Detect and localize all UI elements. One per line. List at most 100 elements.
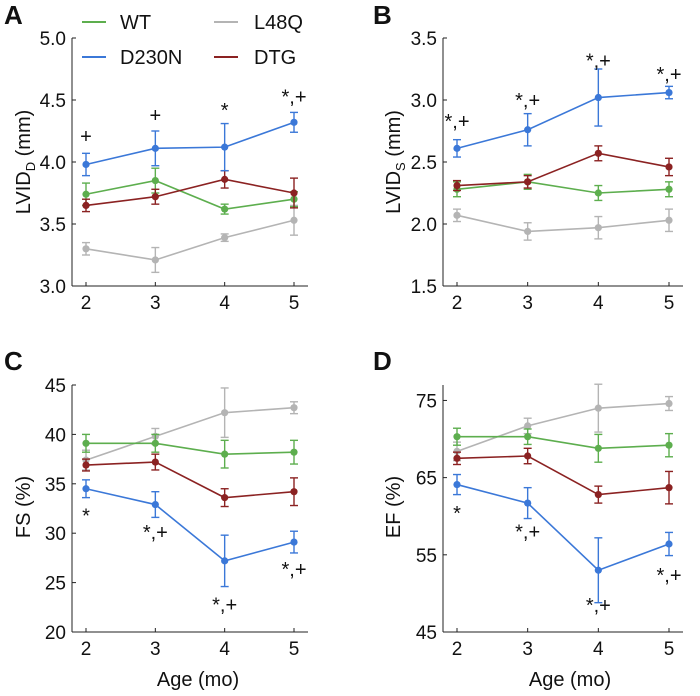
data-point-dtg (82, 461, 90, 469)
panel-b-ytick-label: 3.5 (411, 29, 437, 50)
significance-marker: * (221, 100, 229, 122)
panel-b-ytick-label: 2.5 (411, 153, 437, 174)
data-point-l48q (151, 256, 159, 264)
panel-b-xtick-label: 2 (452, 293, 463, 314)
data-point-wt (594, 189, 602, 197)
data-point-d230n (594, 566, 602, 574)
series-line-dtg (85, 178, 295, 207)
panel-d-xtick-label: 5 (664, 639, 675, 660)
data-point-l48q (221, 409, 229, 417)
significance-marker: *,+ (143, 522, 168, 544)
data-point-l48q (594, 224, 602, 232)
data-point-wt (524, 433, 532, 441)
data-point-d230n (453, 480, 461, 489)
data-point-wt (665, 185, 673, 193)
panel-c-ytick-label: 20 (45, 623, 66, 644)
panel-c-ylabel: FS (%) (13, 476, 35, 538)
data-point-dtg (151, 458, 159, 466)
data-point-dtg (665, 484, 673, 492)
data-point-dtg (594, 491, 602, 499)
data-point-wt (290, 448, 298, 456)
data-point-l48q (665, 216, 673, 224)
significance-marker: + (80, 126, 92, 148)
legend-item-d230n: D230N (82, 47, 182, 69)
data-point-wt (82, 190, 90, 198)
panel-letter-d: D (373, 346, 392, 376)
data-point-wt (665, 441, 673, 449)
data-point-dtg (665, 163, 673, 171)
panel-a-ytick-label: 4.5 (40, 91, 66, 112)
legend-label-d230n: D230N (120, 47, 182, 69)
panel-d-ylabel: EF (%) (383, 476, 405, 538)
data-point-wt (151, 177, 159, 185)
panel-d-ytick-label: 75 (416, 391, 437, 412)
series-line-wt (456, 181, 670, 194)
series-line-wt (86, 442, 295, 455)
legend: WT D230N L48Q DTG (82, 12, 303, 69)
panel-d-xtick-label: 2 (452, 639, 463, 660)
data-point-l48q (524, 227, 532, 236)
panel-a-xtick-label: 2 (81, 293, 92, 314)
data-point-wt (82, 439, 90, 447)
significance-marker: *,+ (212, 594, 237, 616)
significance-marker: *,+ (444, 111, 469, 133)
legend-label-l48q: L48Q (254, 12, 303, 34)
panel-b-ylabel: LVIDS (mm) (383, 110, 408, 214)
significance-marker: *,+ (281, 86, 306, 108)
series-line-l48q (456, 402, 670, 453)
panel-c-ytick-label: 35 (45, 475, 66, 496)
data-point-dtg (453, 181, 461, 190)
series-line-d230n (85, 487, 295, 562)
panel-a-xtick-label: 4 (219, 293, 230, 314)
data-point-dtg (290, 488, 298, 496)
panel-a-ytick-label: 5.0 (40, 29, 66, 50)
series-line-wt (457, 435, 670, 450)
data-point-dtg (82, 201, 90, 209)
legend-label-wt: WT (120, 12, 151, 34)
significance-marker: *,+ (586, 50, 611, 72)
data-point-l48q (290, 216, 298, 224)
panel-b-xtick-label: 3 (522, 293, 533, 314)
series-line-dtg (456, 455, 670, 496)
panel-b: B 1.5 2.0 2.5 3.0 3.5 2 3 4 5 *,+ *,+ *,+ *,+ LVIDS … (373, 0, 683, 314)
panel-d-xtick-label: 4 (593, 639, 604, 660)
data-point-dtg (524, 452, 532, 460)
series-line-wt (85, 179, 295, 210)
significance-marker: * (453, 503, 461, 525)
panel-d-ytick-label: 45 (416, 623, 437, 644)
panel-b-ytick-label: 2.0 (411, 215, 437, 236)
significance-marker: *,+ (515, 522, 540, 544)
legend-item-dtg: DTG (214, 47, 296, 69)
panel-c-xtick-label: 3 (150, 639, 161, 660)
data-point-dtg (524, 178, 532, 186)
panel-a-xtick-label: 5 (289, 293, 300, 314)
data-point-d230n (82, 485, 90, 493)
data-point-l48q (290, 404, 298, 412)
series-line-l48q (85, 406, 295, 461)
significance-marker: *,+ (586, 595, 611, 617)
data-point-l48q (453, 447, 461, 455)
series-line-dtg (456, 152, 670, 187)
data-point-dtg (221, 175, 229, 183)
significance-marker: *,+ (656, 64, 681, 86)
data-point-l48q (594, 404, 602, 412)
significance-marker: *,+ (281, 559, 306, 581)
data-point-d230n (453, 144, 461, 152)
legend-item-l48q: L48Q (214, 12, 303, 34)
data-point-wt (221, 450, 229, 458)
panel-d-ytick-label: 65 (416, 469, 437, 490)
panel-b-xtick-label: 4 (593, 293, 604, 314)
panel-a-ytick-label: 3.0 (40, 277, 66, 298)
panel-a-xtick-label: 3 (150, 293, 161, 314)
panel-a: A 3.0 3.5 4.0 4.5 5.0 2 3 4 5 + + * *,+ LVIDD (mm) (4, 0, 308, 314)
data-point-wt (453, 433, 461, 441)
significance-marker: * (82, 505, 90, 527)
panel-d-xtick-label: 3 (522, 639, 533, 660)
panel-c-xlabel: Age (mo) (157, 669, 239, 691)
significance-marker: *,+ (515, 90, 540, 112)
data-point-d230n (151, 500, 159, 509)
data-point-d230n (524, 126, 532, 134)
